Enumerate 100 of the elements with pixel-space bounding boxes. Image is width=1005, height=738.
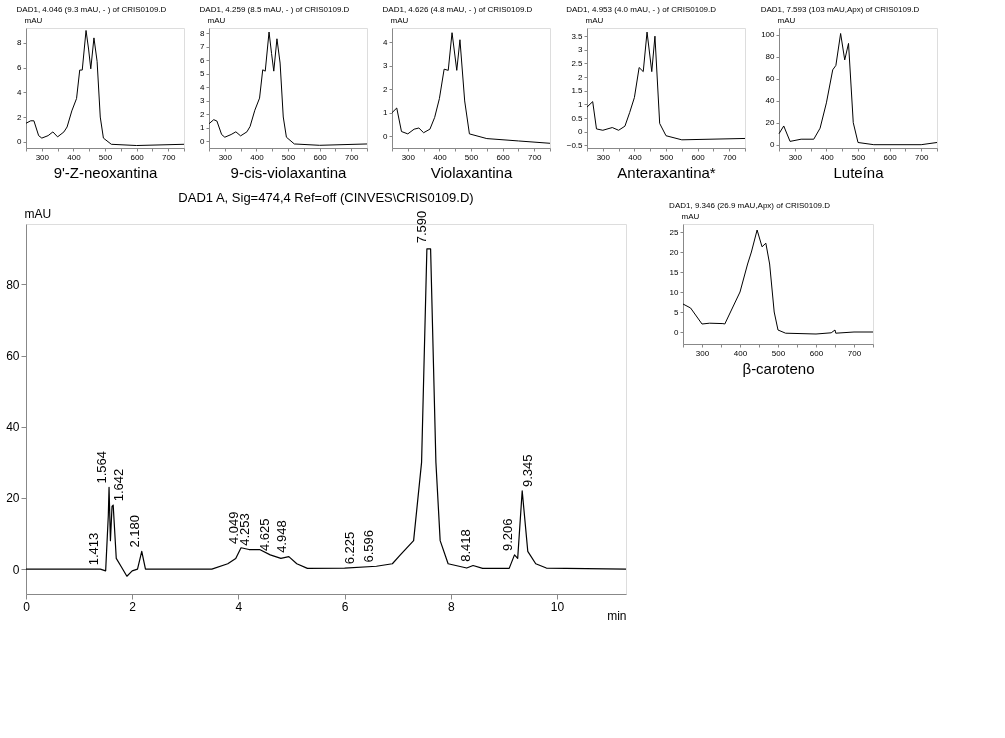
y-tick-label: 40 bbox=[765, 96, 776, 106]
y-tick-label: 3 bbox=[578, 45, 584, 55]
y-tick-label: 80 bbox=[6, 277, 20, 292]
y-axis-title: mAU bbox=[585, 15, 604, 25]
y-tick-label: 2 bbox=[578, 72, 584, 82]
x-tick-label: 500 bbox=[771, 348, 786, 358]
annotation: 9.206 bbox=[499, 518, 515, 552]
y-tick-label: 2.5 bbox=[571, 58, 584, 68]
y-tick-label: 0 bbox=[200, 136, 206, 146]
line-series bbox=[682, 229, 874, 335]
y-tick-label: 0 bbox=[383, 131, 389, 141]
chart-title: DAD1, 4.626 (4.8 mAU, - ) of CRIS0109.D bbox=[382, 5, 533, 14]
y-tick-label: 1 bbox=[383, 108, 389, 118]
x-axis-title: min bbox=[607, 608, 627, 623]
annotation: 4.625 bbox=[256, 518, 272, 552]
x-tick-label: 700 bbox=[723, 152, 737, 162]
y-tick-label: 4 bbox=[17, 87, 23, 97]
y-tick-label: 40 bbox=[6, 420, 20, 435]
x-tick-label: 400 bbox=[433, 152, 448, 162]
x-tick-label: 300 bbox=[35, 152, 50, 162]
x-axis-title: Luteína bbox=[833, 163, 885, 181]
x-tick-label: 600 bbox=[496, 152, 511, 162]
chart-title: DAD1, 9.346 (26.9 mAU,Apx) of CRIS0109.D bbox=[669, 201, 831, 210]
x-tick-label: 300 bbox=[695, 348, 710, 358]
line-series bbox=[586, 31, 746, 141]
y-axis-title: mAU bbox=[777, 15, 796, 25]
y-tick-label: 20 bbox=[669, 247, 680, 257]
x-tick-label: 700 bbox=[915, 152, 929, 162]
x-tick-label: 500 bbox=[281, 152, 296, 162]
y-tick-label: 8 bbox=[200, 28, 206, 38]
y-axis-title: mAU bbox=[681, 211, 700, 221]
y-tick-label: 2 bbox=[200, 109, 206, 119]
y-tick-label: 100 bbox=[761, 30, 776, 40]
x-tick-label: 700 bbox=[847, 348, 862, 358]
chart-title: DAD1, 4.953 (4.0 mAU, - ) of CRIS0109.D bbox=[566, 5, 717, 14]
annotation: 4.049 bbox=[225, 511, 241, 544]
y-tick-label: 10 bbox=[669, 287, 680, 297]
y-tick-label: 3.5 bbox=[571, 31, 584, 41]
x-tick-label: 600 bbox=[809, 348, 824, 358]
chart-title: DAD1, 4.046 (9.3 mAU, - ) of CRIS0109.D bbox=[16, 5, 167, 14]
y-axis-title: mAU bbox=[24, 206, 52, 221]
y-tick-label: 20 bbox=[765, 118, 776, 128]
y-tick-label: 60 bbox=[6, 349, 20, 364]
line-series bbox=[391, 32, 551, 144]
x-tick-label: 400 bbox=[67, 152, 82, 162]
y-tick-label: 0 bbox=[578, 127, 584, 137]
x-axis-title: β-caroteno bbox=[742, 359, 815, 377]
annotation: 7.590 bbox=[414, 210, 430, 244]
y-tick-label: 0 bbox=[674, 327, 680, 337]
annotation: 8.418 bbox=[457, 529, 473, 562]
y-tick-label: 0.5 bbox=[571, 113, 584, 123]
x-axis-title: 9-cis-violaxantina bbox=[230, 163, 348, 181]
y-axis-title: mAU bbox=[390, 15, 409, 25]
annotation: 2.180 bbox=[126, 514, 142, 548]
x-axis-title: 9'-Z-neoxantina bbox=[53, 163, 159, 181]
y-tick-label: 15 bbox=[669, 267, 680, 277]
y-tick-label: 0 bbox=[770, 140, 776, 150]
x-tick-label: 500 bbox=[98, 152, 113, 162]
y-tick-label: 2 bbox=[383, 84, 389, 94]
annotation: 1.413 bbox=[86, 532, 102, 566]
x-tick-label: 500 bbox=[464, 152, 479, 162]
annotation: 9.345 bbox=[520, 454, 536, 488]
x-tick-label: 700 bbox=[162, 152, 176, 162]
y-tick-label: 4 bbox=[383, 37, 389, 47]
y-tick-label: 3 bbox=[383, 61, 389, 71]
x-axis-title: Violaxantina bbox=[430, 163, 513, 181]
x-tick-label: 400 bbox=[820, 152, 835, 162]
y-tick-label: 1 bbox=[578, 99, 584, 109]
y-tick-label: 6 bbox=[17, 63, 23, 73]
x-tick-label: 10 bbox=[550, 599, 565, 614]
chart-title: DAD1, 4.259 (8.5 mAU, - ) of CRIS0109.D bbox=[199, 5, 350, 14]
x-tick-label: 600 bbox=[130, 152, 145, 162]
y-tick-label: 8 bbox=[17, 38, 23, 48]
annotation: 1.642 bbox=[111, 468, 127, 502]
y-tick-label: 1.5 bbox=[571, 86, 584, 96]
x-tick-label: 6 bbox=[341, 599, 349, 614]
y-tick-label: 25 bbox=[669, 227, 680, 237]
x-axis-title: Anteraxantina* bbox=[617, 163, 716, 181]
x-tick-label: 600 bbox=[691, 152, 706, 162]
line-series bbox=[25, 248, 627, 577]
y-tick-label: 80 bbox=[765, 52, 776, 62]
y-tick-label: 5 bbox=[674, 307, 680, 317]
x-tick-label: 2 bbox=[129, 599, 137, 614]
x-tick-label: 8 bbox=[447, 599, 455, 614]
x-tick-label: 600 bbox=[883, 152, 898, 162]
chart-title: DAD1, 7.593 (103 mAU,Apx) of CRIS0109.D bbox=[760, 5, 920, 14]
y-tick-label: 1 bbox=[200, 123, 206, 133]
chart-title: DAD1 A, Sig=474,4 Ref=off (CINVES\CRIS0109.D) bbox=[178, 190, 474, 205]
x-tick-label: 300 bbox=[788, 152, 803, 162]
annotation: 6.596 bbox=[361, 529, 377, 563]
x-tick-label: 4 bbox=[235, 599, 243, 614]
x-tick-label: 700 bbox=[528, 152, 542, 162]
y-tick-label: 7 bbox=[200, 42, 206, 52]
y-tick-label: 5 bbox=[200, 69, 206, 79]
y-tick-label: 2 bbox=[17, 112, 23, 122]
y-axis-title: mAU bbox=[24, 15, 43, 25]
y-tick-label: 3 bbox=[200, 96, 206, 106]
y-tick-label: 4 bbox=[200, 82, 206, 92]
x-tick-label: 300 bbox=[401, 152, 416, 162]
x-tick-label: 400 bbox=[628, 152, 643, 162]
